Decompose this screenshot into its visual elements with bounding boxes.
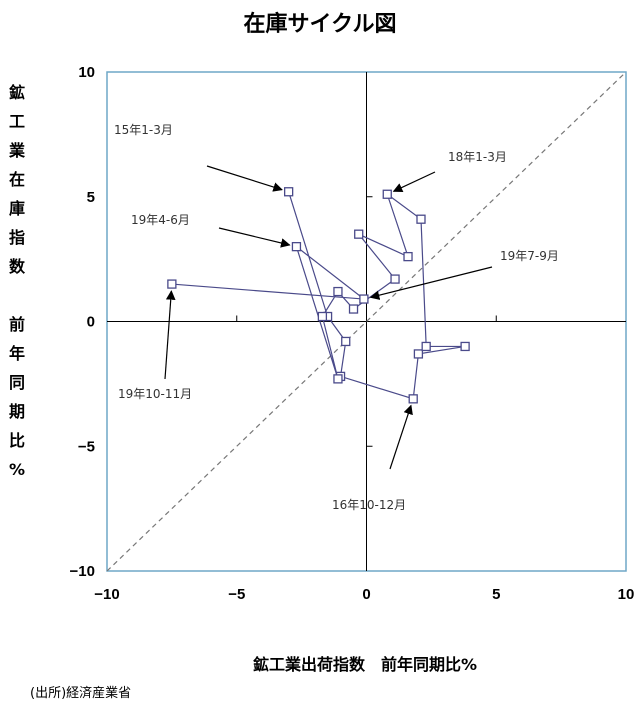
annotation-label: 15年1-3月 [114,123,173,137]
y-axis-label-char: 在 [8,170,25,189]
x-tick-label: 0 [362,586,370,603]
y-axis-label-char: 業 [8,141,25,160]
data-point [390,274,400,284]
annotation-label: 19年10-11月 [118,387,192,401]
y-axis-label-char: 工 [8,112,25,131]
x-tick-label: 5 [492,586,500,603]
data-point [291,241,302,252]
y-axis-label-char: % [8,460,26,479]
y-tick-label: −5 [78,438,95,455]
x-tick-label: 10 [618,586,635,603]
annotation-arrow [369,266,493,300]
annotation-label: 19年4-6月 [131,213,190,227]
y-axis-label-char: 同 [8,373,25,392]
annotation-arrow [206,165,283,192]
annotation-arrow [164,290,176,380]
annotation-label: 19年7-9月 [500,249,559,263]
data-point [403,251,413,262]
annotation-label: 18年1-3月 [448,150,507,164]
data-point [348,304,359,314]
data-point [359,294,369,304]
y-axis-label-char: 期 [8,402,25,421]
diagonal-line [106,71,627,572]
chart-title: 在庫サイクル図 [243,12,397,37]
data-point [408,394,418,404]
data-point [382,189,392,199]
x-tick-label: −10 [94,586,119,603]
y-tick-label: 5 [87,189,95,206]
y-axis-label-char: 年 [8,344,25,363]
data-point [283,187,294,197]
data-point [416,214,426,224]
data-point [167,279,177,289]
series-line [171,191,466,400]
data-point [354,229,364,239]
y-axis-label-char: 鉱 [8,83,25,102]
data-point [333,286,343,297]
x-axis-label: 鉱工業出荷指数 前年同期比% [252,655,478,674]
y-axis-label-char: 指 [8,228,25,247]
y-axis-label-char: 庫 [8,199,25,218]
annotation-arrow [218,227,291,248]
x-tick-label: −5 [228,586,245,603]
y-axis-label-char: 数 [8,257,25,276]
y-axis-label-char: 比 [8,431,25,450]
data-point [421,341,431,352]
y-tick-label: −10 [70,563,95,580]
annotation-label: 16年10-12月 [332,498,406,512]
data-point [341,336,351,347]
y-axis-label-char: 前 [8,315,25,334]
data-point [460,341,470,352]
y-tick-label: 10 [78,64,95,81]
annotation-arrow [389,404,413,470]
y-axis-label: 鉱工業在庫指数 前年同期比% [2,78,32,484]
y-tick-label: 0 [87,314,95,331]
annotation-arrow [392,171,436,192]
data-point [317,311,328,322]
data-point [413,349,424,359]
data-point [333,374,343,384]
source-note: (出所)経済産業省 [30,686,132,701]
